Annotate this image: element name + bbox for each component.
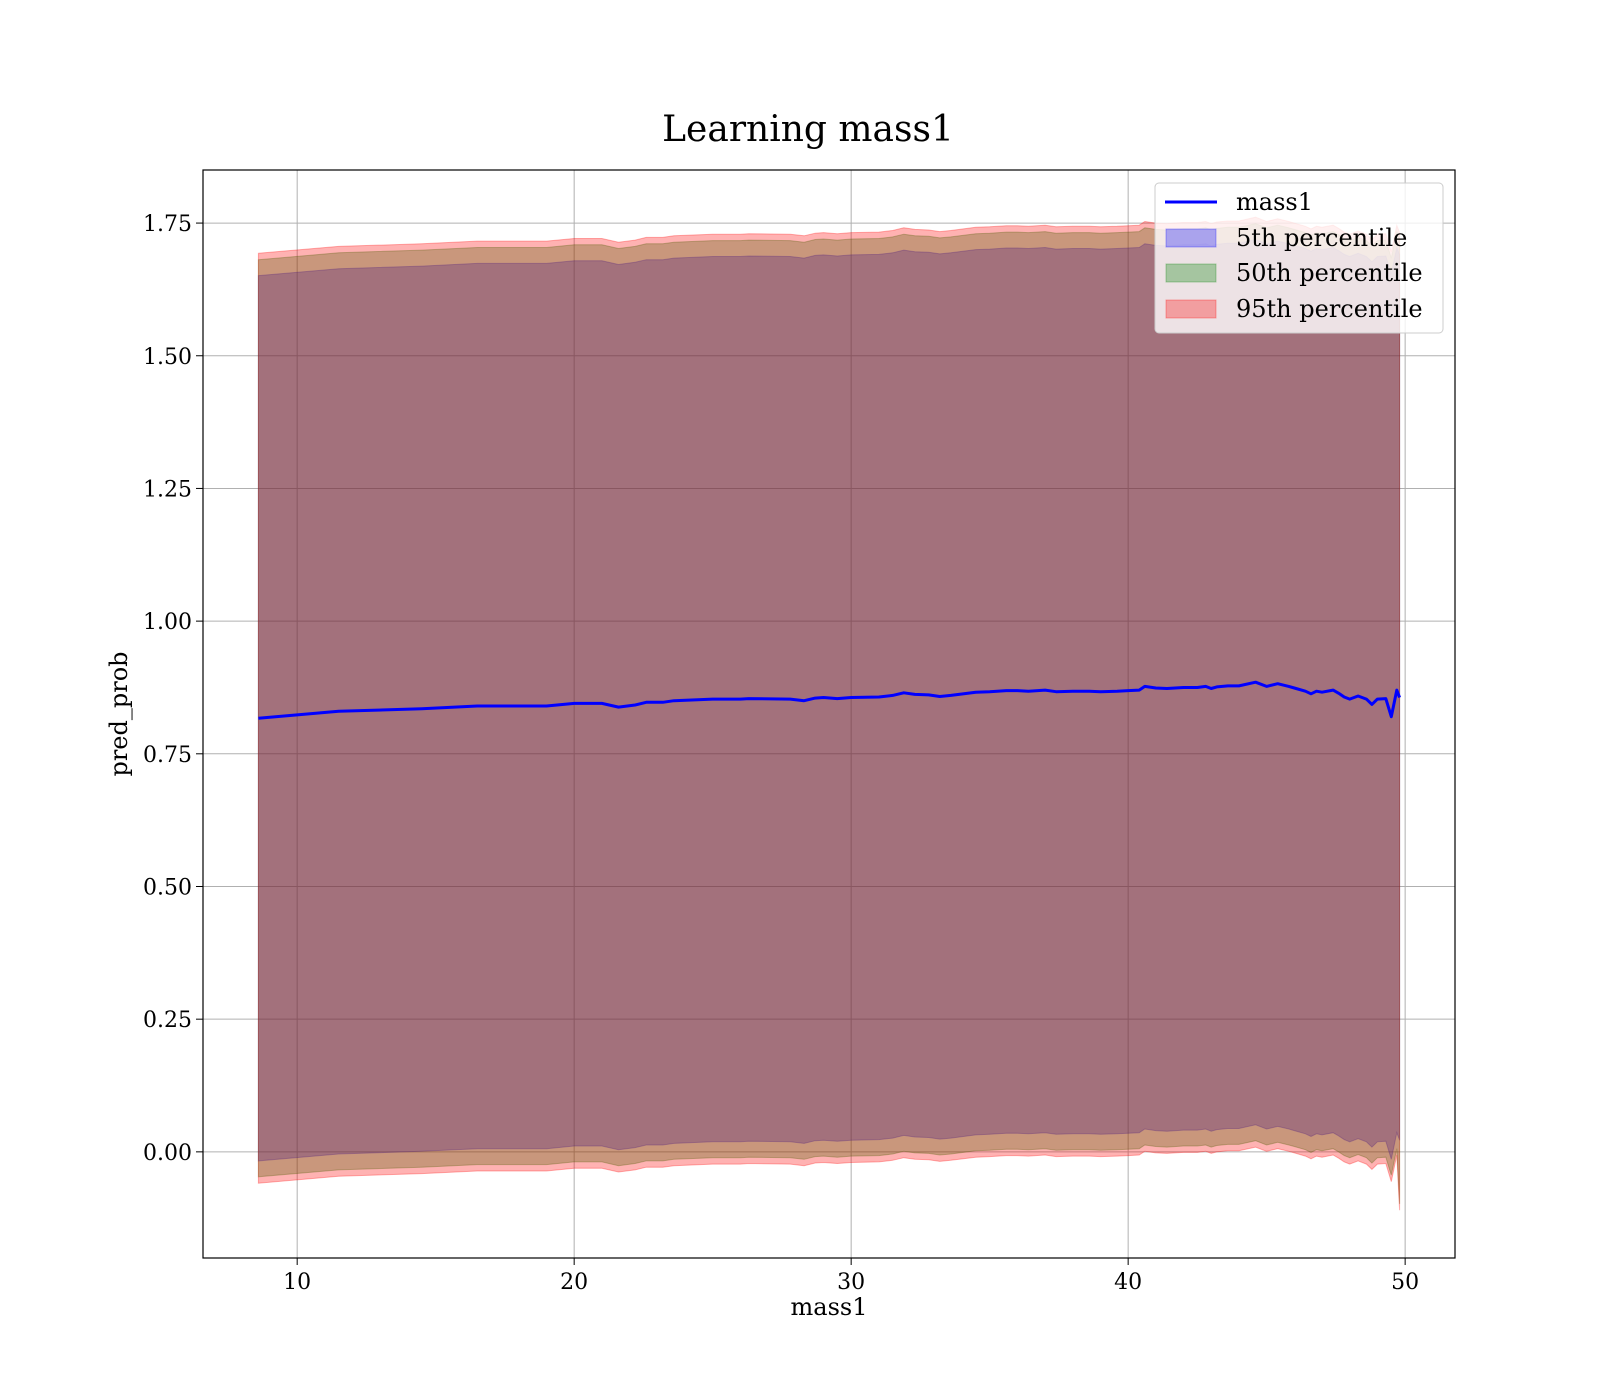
x-tick-label: 30	[837, 1270, 865, 1295]
x-tick-label: 40	[1114, 1270, 1142, 1295]
percentile-bands	[257, 216, 1401, 1211]
chart-title: Learning mass1	[662, 109, 954, 150]
legend-label-95th-percentile: 95th percentile	[1236, 295, 1423, 323]
x-axis-label: mass1	[791, 1293, 868, 1321]
y-tick-label: 0.50	[143, 875, 192, 900]
legend-label-50th-percentile: 50th percentile	[1236, 259, 1423, 287]
y-axis-label: pred_prob	[105, 651, 133, 776]
series-lines	[258, 680, 1402, 720]
band-50th-percentile	[257, 223, 1401, 1204]
legend-label-mass1: mass1	[1236, 188, 1313, 216]
x-tick-label: 50	[1391, 1270, 1419, 1295]
legend-label-5th-percentile: 5th percentile	[1236, 224, 1407, 252]
legend: mass1 5th percentile 50th percentile 95t…	[1154, 182, 1444, 334]
band-95th-percentile	[257, 216, 1401, 1211]
y-tick-label: 1.50	[143, 345, 192, 370]
y-tick-label: 1.75	[143, 212, 192, 237]
legend-handle-50th-percentile	[1165, 263, 1217, 283]
y-tick-label: 0.75	[143, 743, 192, 768]
x-tick-label: 20	[560, 1270, 588, 1295]
line-mass1	[258, 680, 1402, 720]
plot-frame	[202, 169, 1456, 1259]
y-tick-label: 0.25	[143, 1008, 192, 1033]
legend-handle-95th-percentile	[1165, 299, 1217, 319]
legend-frame	[1154, 182, 1444, 334]
axis-ticks: 10 20 30 40 50 0.00 0.25 0.50 0.75 1.00 1.25 1.50 1.…	[143, 212, 1419, 1295]
y-tick-label: 0.00	[143, 1141, 192, 1166]
band-5th-percentile	[257, 238, 1401, 1162]
x-tick-label: 10	[283, 1270, 311, 1295]
y-tick-label: 1.00	[143, 610, 192, 635]
y-tick-label: 1.25	[143, 477, 192, 502]
legend-handle-5th-percentile	[1165, 228, 1217, 248]
